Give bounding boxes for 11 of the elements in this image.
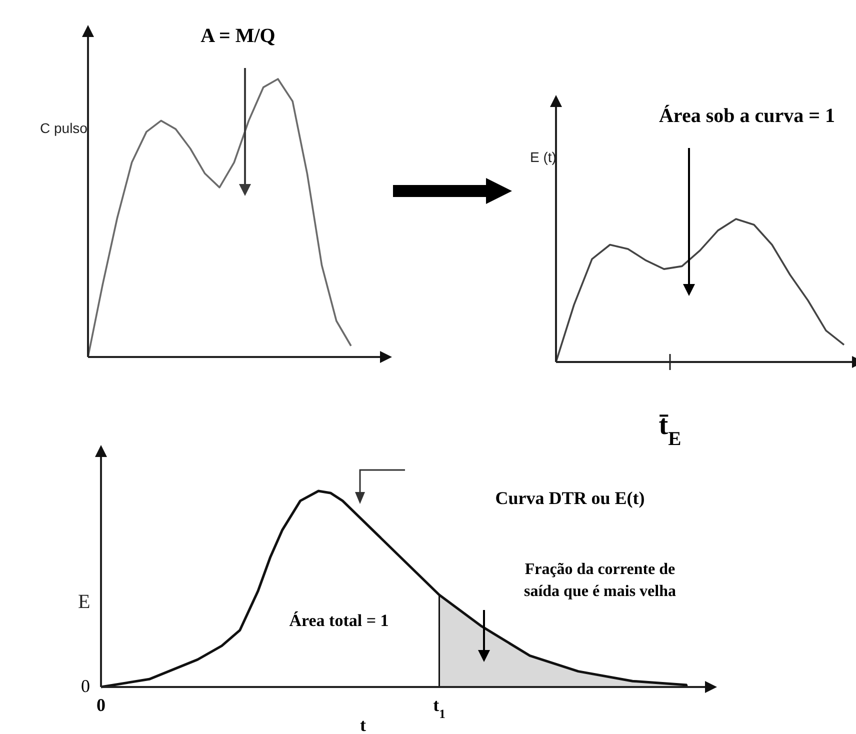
x-tick-label: t$_{1}$ <box>433 695 446 721</box>
text: Área sob a curva = 1 <box>658 104 836 127</box>
text: A = M/Q <box>200 25 276 47</box>
x-axis-title: t <box>360 715 366 734</box>
text: 0 <box>81 676 90 696</box>
annotation: Fração da corrente de saída que é mais velha <box>524 561 676 600</box>
annotation: Curva DTR ou E(t) <box>495 488 645 508</box>
annotation: Área total = 1 <box>289 611 389 630</box>
y-axis-title: C pulso <box>40 120 88 136</box>
text: t̄$_{E}$ <box>658 410 682 450</box>
y-axis-title: E <box>78 591 90 613</box>
